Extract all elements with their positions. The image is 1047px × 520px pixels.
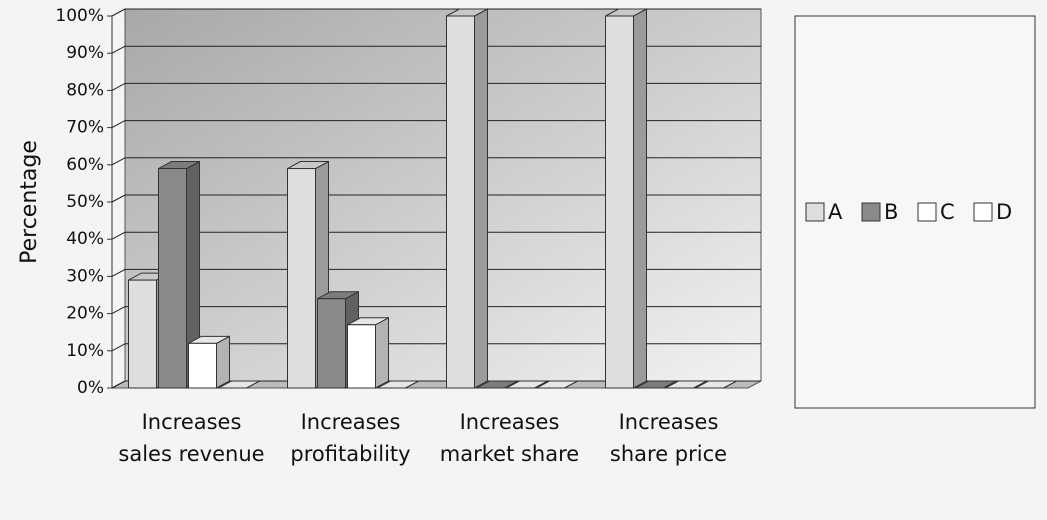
y-axis-label: Percentage xyxy=(17,140,42,264)
bar xyxy=(446,15,475,389)
x-tick-label: Increases share price xyxy=(609,410,728,466)
legend-label: B xyxy=(884,200,898,224)
bar-top xyxy=(218,380,260,389)
bar-top xyxy=(476,380,518,389)
legend-swatch xyxy=(973,202,993,222)
grid-line xyxy=(111,45,126,54)
legend-label: C xyxy=(940,200,955,224)
x-tick-label: Increases market share xyxy=(439,410,580,466)
bar xyxy=(287,168,316,389)
x-tick-label: Increases profitability xyxy=(290,410,411,466)
bar-top xyxy=(506,380,548,389)
grid-line xyxy=(111,157,126,166)
grid-line xyxy=(111,231,126,240)
legend-label: D xyxy=(996,200,1012,224)
grid-line xyxy=(111,306,126,315)
y-tick-label: 40% xyxy=(66,229,104,249)
legend-label: A xyxy=(828,200,843,224)
bar-side xyxy=(375,316,389,389)
bar-top xyxy=(665,380,707,389)
y-tick-label: 90% xyxy=(66,43,104,63)
y-tick-label: 0% xyxy=(77,378,104,398)
bar xyxy=(317,298,346,389)
bar-top xyxy=(377,380,419,389)
legend-swatch xyxy=(861,202,881,222)
y-tick-label: 100% xyxy=(55,6,104,26)
legend-box xyxy=(794,15,1036,409)
grid-line xyxy=(111,120,126,129)
y-tick-label: 70% xyxy=(66,118,104,138)
legend-swatch xyxy=(917,202,937,222)
bar xyxy=(605,15,634,389)
bar-top xyxy=(536,380,578,389)
grid-line xyxy=(111,194,126,203)
bar-top xyxy=(695,380,737,389)
grid-line xyxy=(111,380,126,389)
y-tick-label: 80% xyxy=(66,80,104,100)
x-tick-label: Increases sales revenue xyxy=(118,410,265,466)
bar xyxy=(158,168,187,389)
legend-swatch xyxy=(805,202,825,222)
y-tick-label: 30% xyxy=(66,266,104,286)
bar xyxy=(128,279,157,389)
y-tick-label: 10% xyxy=(66,341,104,361)
bar-top xyxy=(635,380,677,389)
y-tick-label: 60% xyxy=(66,155,104,175)
bar-side xyxy=(633,8,647,389)
bar-side xyxy=(216,335,230,389)
y-tick-label: 50% xyxy=(66,192,104,212)
grid-line xyxy=(111,82,126,91)
y-tick-label: 20% xyxy=(66,304,104,324)
grid-line xyxy=(111,343,126,352)
grid-line xyxy=(111,268,126,277)
bar-side xyxy=(474,8,488,389)
grid-line xyxy=(111,8,126,17)
bar xyxy=(188,342,217,389)
bar xyxy=(347,324,376,389)
